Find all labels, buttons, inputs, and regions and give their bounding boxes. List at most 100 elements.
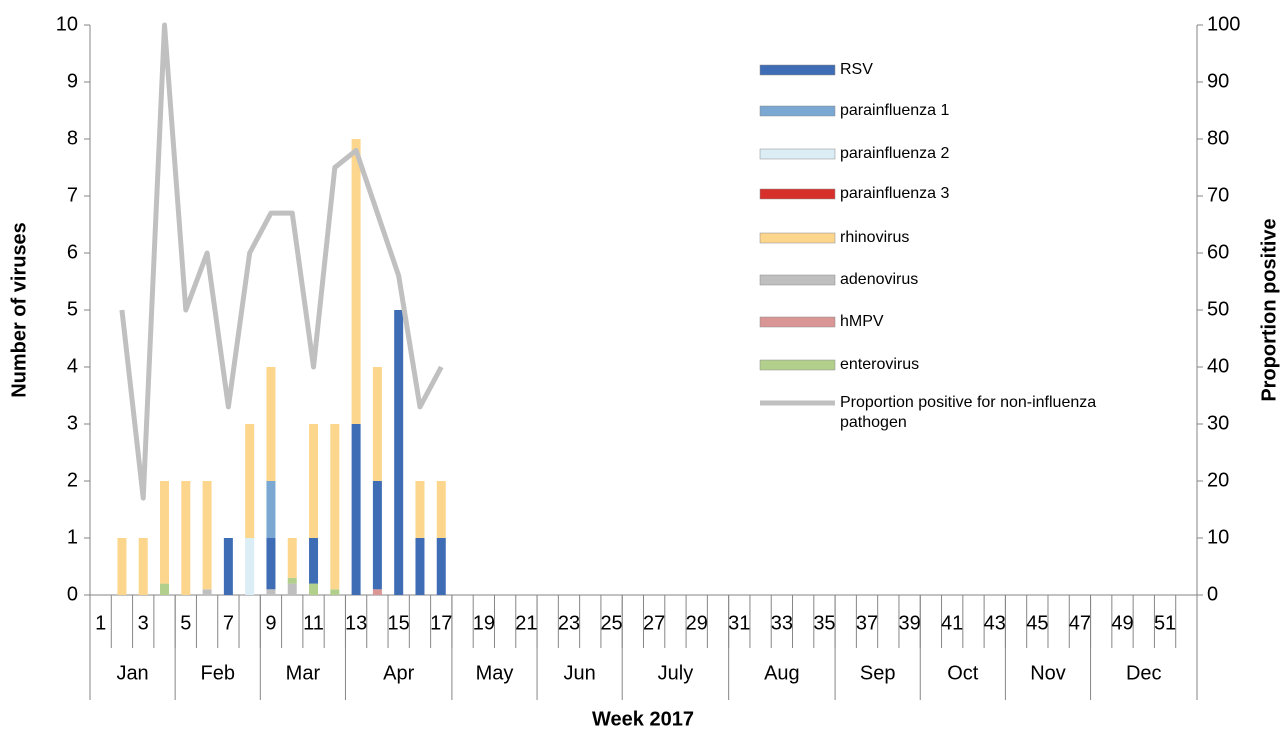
bar-segment	[351, 424, 361, 595]
month-label: Dec	[1126, 662, 1162, 684]
x-tick-label: 51	[1154, 612, 1176, 634]
y-tick-label: 10	[56, 13, 78, 35]
bar-segment	[287, 538, 297, 578]
legend-swatch	[759, 188, 836, 200]
x-tick-label: 25	[600, 612, 622, 634]
y2-tick-label: 40	[1207, 355, 1229, 377]
month-label: July	[658, 662, 694, 684]
y2-tick-label: 50	[1207, 298, 1229, 320]
x-tick-label: 11	[303, 612, 324, 634]
legend-label: adenovirus	[840, 271, 919, 288]
month-label: Oct	[947, 662, 979, 684]
month-label: Mar	[286, 662, 321, 684]
bar-segment	[436, 538, 446, 595]
y-tick-label: 9	[67, 70, 78, 92]
x-tick-label: 3	[138, 612, 149, 634]
bar-segment	[372, 589, 382, 595]
month-label: May	[476, 662, 514, 684]
bar-segment	[372, 481, 382, 590]
bar-segment	[181, 481, 191, 595]
bar-segment	[287, 583, 297, 595]
y-tick-label: 4	[67, 355, 78, 377]
y2-tick-label: 80	[1207, 127, 1229, 149]
x-tick-label: 39	[898, 612, 920, 634]
legend-swatch	[759, 274, 836, 286]
y2-axis-title: Proportion positive	[1258, 218, 1280, 401]
month-label: Feb	[200, 662, 234, 684]
month-label: Jan	[116, 662, 148, 684]
x-tick-label: 33	[771, 612, 793, 634]
legend-label: parainfluenza 1	[840, 102, 950, 119]
y-tick-label: 1	[67, 526, 78, 548]
x-tick-label: 49	[1111, 612, 1133, 634]
legend-swatch	[759, 232, 836, 244]
x-tick-label: 7	[223, 612, 234, 634]
x-axis-title: Week 2017	[592, 708, 694, 730]
bar-segment	[372, 367, 382, 481]
legend-swatch	[759, 64, 836, 76]
y-tick-label: 0	[67, 583, 78, 605]
legend-label: hMPV	[840, 313, 884, 330]
legend-label: parainfluenza 3	[840, 185, 950, 202]
x-tick-label: 47	[1069, 612, 1091, 634]
x-tick-label: 15	[388, 612, 410, 634]
y-tick-label: 2	[67, 469, 78, 491]
legend-swatch	[759, 316, 836, 328]
x-tick-label: 29	[686, 612, 708, 634]
bar-segment	[436, 481, 446, 538]
legend-swatch	[759, 148, 836, 160]
bar-segment	[160, 583, 170, 595]
bar-segment	[202, 589, 212, 595]
x-tick-label: 9	[265, 612, 276, 634]
x-tick-label: 1	[95, 612, 106, 634]
month-label: Apr	[383, 662, 414, 684]
bar-segment	[266, 538, 276, 590]
y-tick-label: 6	[67, 241, 78, 263]
bar-segment	[394, 310, 404, 595]
line-series	[119, 22, 444, 501]
bar-segment	[415, 481, 425, 538]
legend-label: parainfluenza 2	[840, 145, 950, 162]
x-tick-label: 5	[180, 612, 191, 634]
y-tick-label: 8	[67, 127, 78, 149]
bar-segment	[309, 538, 319, 584]
x-tick-label: 43	[984, 612, 1006, 634]
bar-segment	[266, 367, 276, 481]
bar-segment	[245, 538, 255, 595]
bar-segment	[330, 424, 340, 590]
bar-segment	[160, 481, 170, 584]
bar-segment	[309, 424, 319, 538]
bar-segment	[266, 481, 276, 538]
y2-tick-label: 60	[1207, 241, 1229, 263]
bar-segment	[415, 538, 425, 595]
legend-label: Proportion positive for non-influenza pa…	[840, 394, 1097, 431]
y2-tick-label: 30	[1207, 412, 1229, 434]
y2-tick-label: 20	[1207, 469, 1229, 491]
y2-tick-label: 0	[1207, 583, 1218, 605]
legend-swatch	[759, 105, 836, 117]
legend-swatch	[759, 359, 836, 371]
x-tick-label: 37	[856, 612, 878, 634]
y2-tick-label: 100	[1207, 13, 1240, 35]
bar-segment	[266, 589, 276, 595]
x-tick-label: 31	[728, 612, 750, 634]
y-tick-label: 7	[67, 184, 78, 206]
bar-segment	[330, 589, 340, 595]
y2-tick-label: 90	[1207, 70, 1229, 92]
x-tick-label: 17	[430, 612, 452, 634]
x-tick-label: 45	[1026, 612, 1048, 634]
month-label: Nov	[1030, 662, 1066, 684]
x-tick-label: 27	[643, 612, 665, 634]
bar-segment	[287, 577, 297, 584]
bar-segment	[202, 481, 212, 590]
y-axis-title: Number of viruses	[8, 222, 30, 398]
legend-label: enterovirus	[840, 356, 920, 373]
x-tick-label: 35	[813, 612, 835, 634]
x-tick-label: 21	[515, 612, 537, 634]
x-tick-label: 13	[345, 612, 367, 634]
bar-segment	[351, 139, 361, 424]
bar-segment	[309, 583, 319, 595]
y2-tick-label: 70	[1207, 184, 1229, 206]
bar-segment	[245, 424, 255, 538]
